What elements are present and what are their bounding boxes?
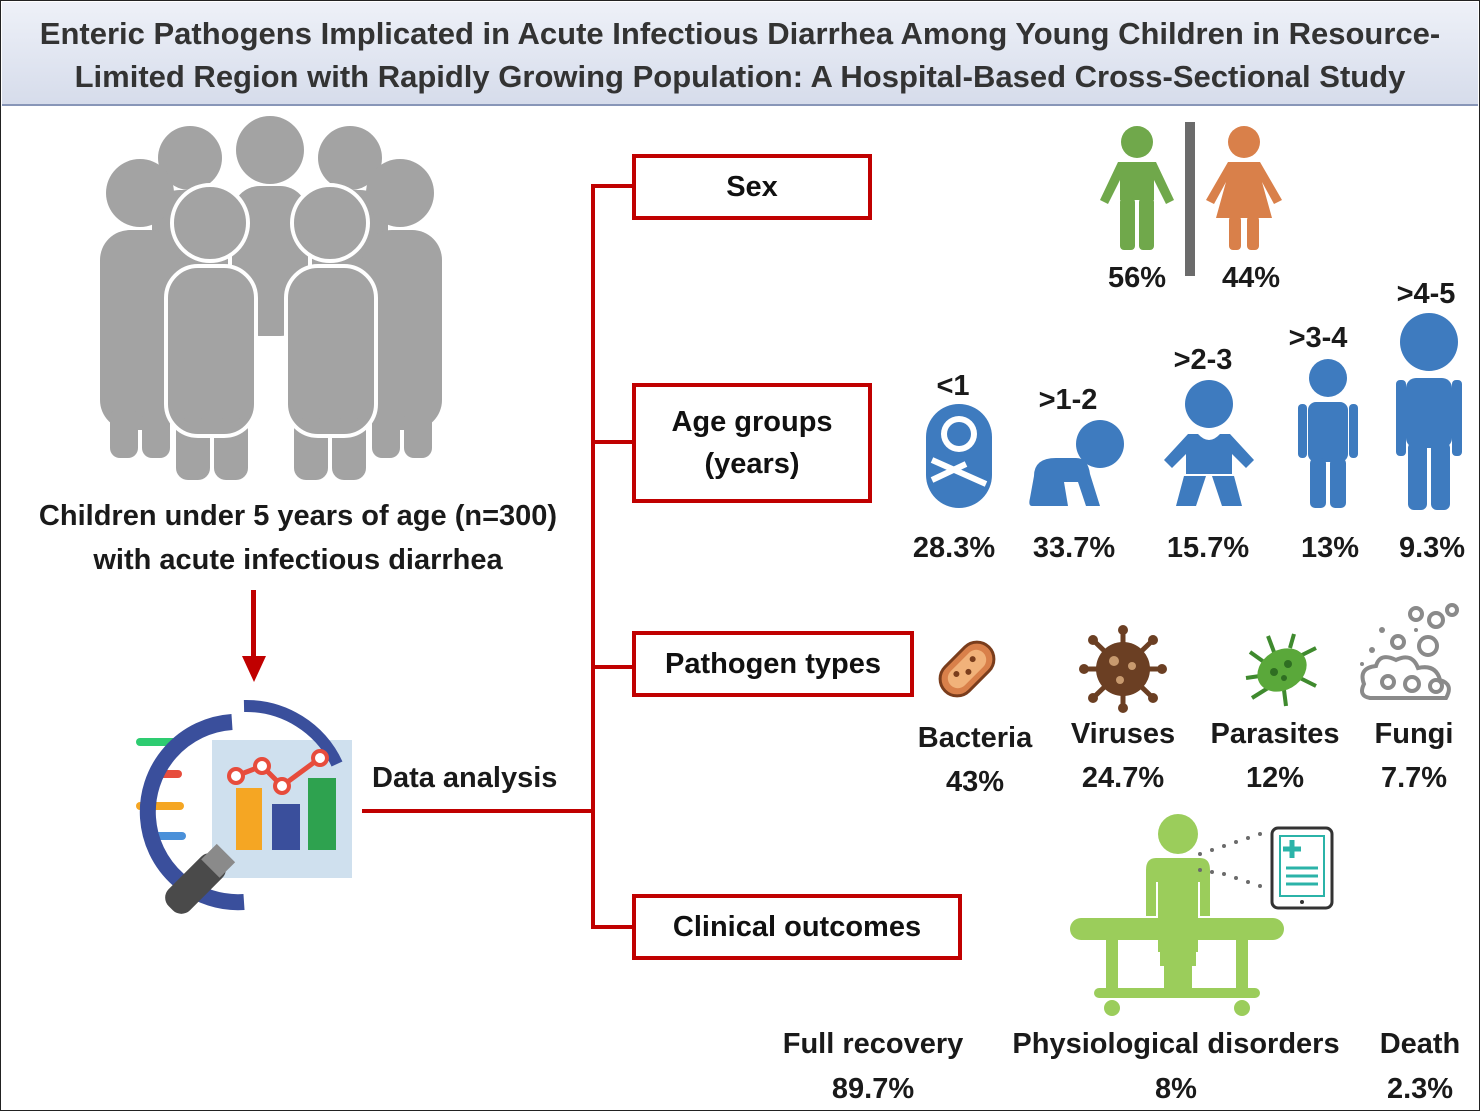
viruses-name: Viruses [1070,718,1176,750]
connector-trunk [591,184,595,929]
male-percentage: 56% [1107,262,1167,294]
medical-record-icon [1198,826,1334,910]
connector-pathogens [591,665,635,669]
pathogen-fungi: Fungi 7.7% [1366,712,1462,800]
age-pct-3-4: 13% [1300,532,1360,564]
pathogen-types-box: Pathogen types [632,631,914,697]
age-groups-label-2: (years) [704,448,800,480]
parasites-name: Parasites [1210,718,1340,750]
title-line-2: Limited Region with Rapidly Growing Popu… [74,59,1406,94]
age-pct-2-3: 15.7% [1166,532,1250,564]
physiological-disorders-pct: 8% [1155,1073,1197,1105]
data-analysis-icon [136,699,352,914]
viruses-pct: 24.7% [1081,762,1165,794]
outcome-full-recovery: Full recovery 89.7% [770,1022,976,1112]
population-label: Children under 5 years of age (n=300) wi… [8,494,588,582]
parasites-pct: 12% [1245,762,1305,794]
connector-analysis [362,809,594,813]
pathogen-bacteria: Bacteria 43% [908,716,1042,804]
full-recovery-name: Full recovery [782,1028,964,1060]
age-pct-1-2: 33.7% [1032,532,1116,564]
toddler-icon [1164,380,1254,506]
physiological-disorders-name: Physiological disorders [1012,1028,1340,1060]
arrow-shaft [251,590,256,660]
connector-age [591,440,635,444]
population-line-2: with acute infectious diarrhea [93,544,503,576]
crawling-baby-icon [1029,420,1124,506]
child-standing-icon [1298,359,1358,508]
sex-divider [1185,122,1195,276]
death-pct: 2.3% [1386,1073,1454,1105]
title-banner: Enteric Pathogens Implicated in Acute In… [2,2,1478,106]
bacteria-pct: 43% [945,766,1005,798]
age-pct-under-1: 28.3% [912,532,996,564]
patient-bed-icon [1070,814,1284,1016]
age-label-4-5: >4-5 [1396,278,1456,310]
death-name: Death [1379,1028,1461,1060]
virus-icon [1079,625,1167,713]
clinical-outcomes-label: Clinical outcomes [672,911,922,943]
pathogen-parasites: Parasites 12% [1202,712,1348,800]
outcome-death: Death 2.3% [1370,1022,1470,1112]
male-child-icon [1100,126,1174,250]
baby-swaddled-icon [926,404,992,508]
sex-box: Sex [632,154,872,220]
parasite-icon [1245,633,1317,707]
arrow-down-icon [242,656,266,682]
pathogen-types-label: Pathogen types [665,648,881,680]
female-percentage: 44% [1221,262,1281,294]
fungi-icon [1360,603,1459,700]
age-groups-box: Age groups (years) [632,383,872,503]
population-line-1: Children under 5 years of age (n=300) [38,500,558,532]
older-child-icon [1396,313,1462,510]
clinical-outcomes-box: Clinical outcomes [632,894,962,960]
data-analysis-label: Data analysis [372,762,558,794]
full-recovery-pct: 89.7% [831,1073,915,1105]
fungi-name: Fungi [1374,718,1454,750]
outcome-physiological-disorders: Physiological disorders 8% [998,1022,1354,1112]
age-label-1-2: >1-2 [1038,384,1098,416]
bacteria-icon [938,640,996,698]
title-line-1: Enteric Pathogens Implicated in Acute In… [39,16,1441,51]
crowd-icon [100,116,442,480]
female-child-icon [1206,126,1282,250]
connector-outcomes [591,925,635,929]
sex-label: Sex [726,171,778,203]
fungi-pct: 7.7% [1380,762,1448,794]
pathogen-viruses: Viruses 24.7% [1058,712,1188,800]
age-label-2-3: >2-3 [1173,344,1233,376]
age-pct-4-5: 9.3% [1398,532,1466,564]
connector-sex [591,184,635,188]
bacteria-name: Bacteria [917,722,1033,754]
age-groups-label-1: Age groups [671,406,833,438]
age-label-under-1: <1 [936,370,970,402]
age-label-3-4: >3-4 [1288,322,1348,354]
